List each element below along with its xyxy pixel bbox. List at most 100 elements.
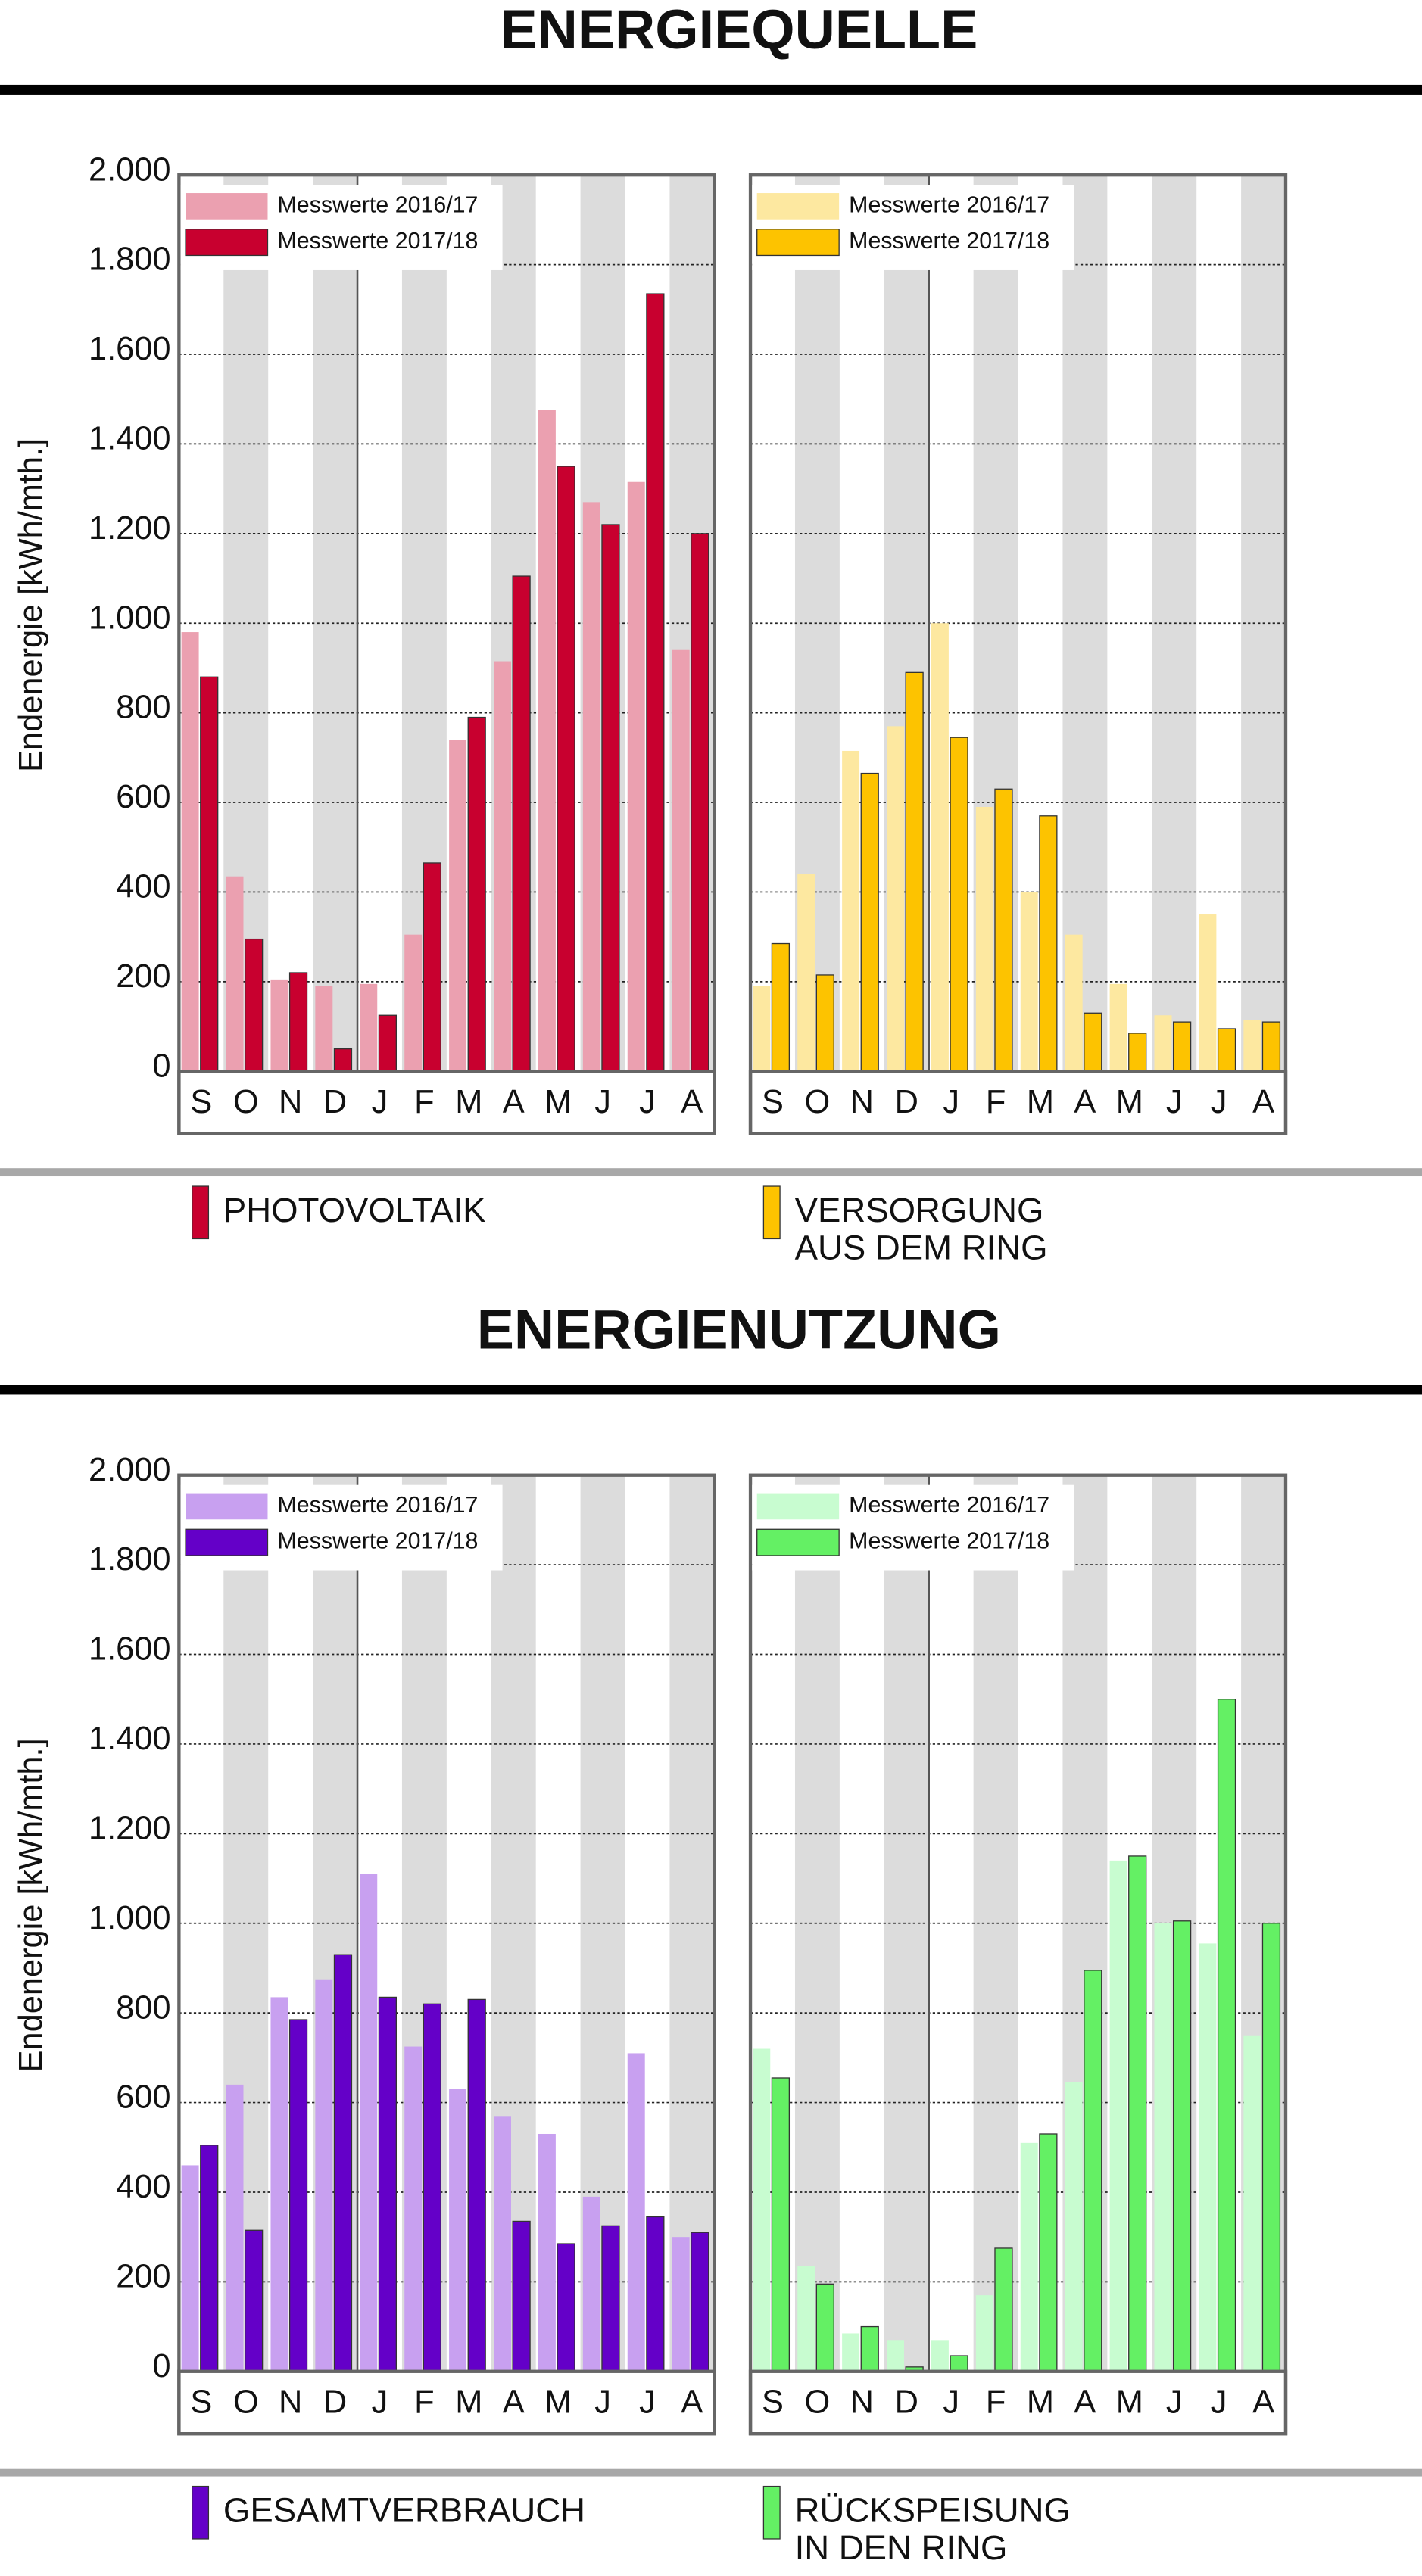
separator [0, 2468, 1422, 2477]
bar [797, 874, 815, 1072]
category-box [748, 1070, 1288, 1135]
key-label: PHOTOVOLTAIK [223, 1191, 486, 1229]
bar [887, 726, 904, 1072]
bar [601, 524, 620, 1072]
y-tick-label: 1.400 [89, 1721, 171, 1757]
bar [378, 1996, 398, 2372]
legend-label: Messwerte 2017/18 [277, 1529, 478, 1554]
bar [1154, 1923, 1172, 2372]
bar [1172, 1021, 1192, 1072]
legend-label: Messwerte 2016/17 [849, 192, 1049, 217]
bar [270, 1997, 288, 2372]
x-tick-label: J [594, 1084, 611, 1120]
x-tick-label: J [943, 1084, 959, 1120]
legend-swatch [186, 193, 268, 220]
bar [646, 293, 665, 1072]
x-tick-label: J [372, 2384, 388, 2421]
bar [226, 876, 244, 1072]
bar [512, 575, 531, 1072]
y-tick-label: 0 [152, 2348, 170, 2384]
bar [1199, 1943, 1217, 2372]
bar [1020, 2142, 1038, 2372]
bar [245, 2229, 264, 2372]
key-label: GESAMTVERBRAUCH [223, 2490, 585, 2529]
band [1062, 175, 1108, 1072]
bar [994, 2247, 1013, 2372]
plot-frame [177, 173, 716, 1135]
legend-label: Messwerte 2017/18 [849, 1529, 1049, 1554]
x-tick-label: J [1166, 2384, 1183, 2421]
x-tick-label: A [1074, 1084, 1096, 1120]
x-tick-label: J [639, 2384, 656, 2421]
y-tick-label: 1.800 [89, 1541, 171, 1578]
legend-swatch [756, 193, 840, 220]
x-tick-label: N [279, 1084, 302, 1120]
bar [360, 1874, 378, 2372]
key-label: IN DEN RING [795, 2528, 1008, 2567]
x-tick-label: N [850, 1084, 874, 1120]
legend-swatch [185, 1528, 269, 1556]
x-tick-label: A [503, 1084, 525, 1120]
bar [1128, 1855, 1147, 2372]
band [973, 1475, 1018, 2372]
y-tick-label: 400 [116, 869, 170, 905]
bar [1084, 1012, 1102, 1072]
bar [288, 2019, 308, 2372]
category-box [748, 2369, 1288, 2436]
band [794, 1475, 840, 2372]
bar [931, 623, 949, 1072]
x-tick-label: M [1116, 2384, 1143, 2421]
x-tick-label: J [594, 2384, 611, 2421]
bar [200, 2145, 219, 2372]
bar [627, 481, 645, 1072]
bar [315, 986, 333, 1072]
x-tick-label: D [323, 1084, 347, 1120]
bar [512, 2220, 531, 2372]
x-tick-label: S [190, 1084, 212, 1120]
bar [1217, 1699, 1236, 2372]
y-tick-label: 1.600 [89, 331, 171, 367]
x-tick-label: D [895, 2384, 918, 2421]
bar [557, 466, 575, 1072]
bar [181, 632, 199, 1072]
x-tick-label: N [279, 2384, 302, 2421]
legend-label: Messwerte 2016/17 [277, 1493, 478, 1518]
bar [1261, 1923, 1281, 2372]
y-tick-label: 600 [116, 779, 170, 815]
bar [1172, 1920, 1192, 2372]
bar [1039, 815, 1058, 1072]
bar [1217, 1028, 1236, 1072]
bar [582, 502, 600, 1072]
y-tick-label: 1.400 [89, 421, 171, 457]
y-tick-label: 800 [116, 1989, 170, 2026]
bar [842, 750, 860, 1072]
key-swatch [192, 2485, 210, 2540]
bar [333, 1048, 353, 1072]
bar [315, 1979, 333, 2372]
legend-swatch [185, 229, 269, 257]
bar [672, 649, 690, 1072]
x-tick-label: N [850, 2384, 874, 2421]
bar [360, 983, 378, 1072]
bar [753, 986, 771, 1072]
bar [1261, 1021, 1281, 1072]
bar [860, 772, 879, 1072]
bar [691, 533, 709, 1072]
bar [1065, 2082, 1083, 2372]
bar [753, 2048, 771, 2372]
x-tick-label: J [943, 2384, 959, 2421]
bar [1154, 1015, 1172, 1072]
bar [404, 2046, 423, 2372]
bar [646, 2216, 665, 2372]
bar [1109, 983, 1127, 1072]
bar [975, 806, 993, 1072]
bar [797, 2266, 815, 2372]
bar [582, 2196, 600, 2372]
y-tick-label: 2.000 [89, 151, 171, 188]
y-tick-label: 200 [116, 2258, 170, 2294]
x-tick-label: S [762, 2384, 784, 2421]
bar [1243, 1020, 1261, 1072]
band [884, 1475, 929, 2372]
legend-swatch [756, 1528, 840, 1556]
